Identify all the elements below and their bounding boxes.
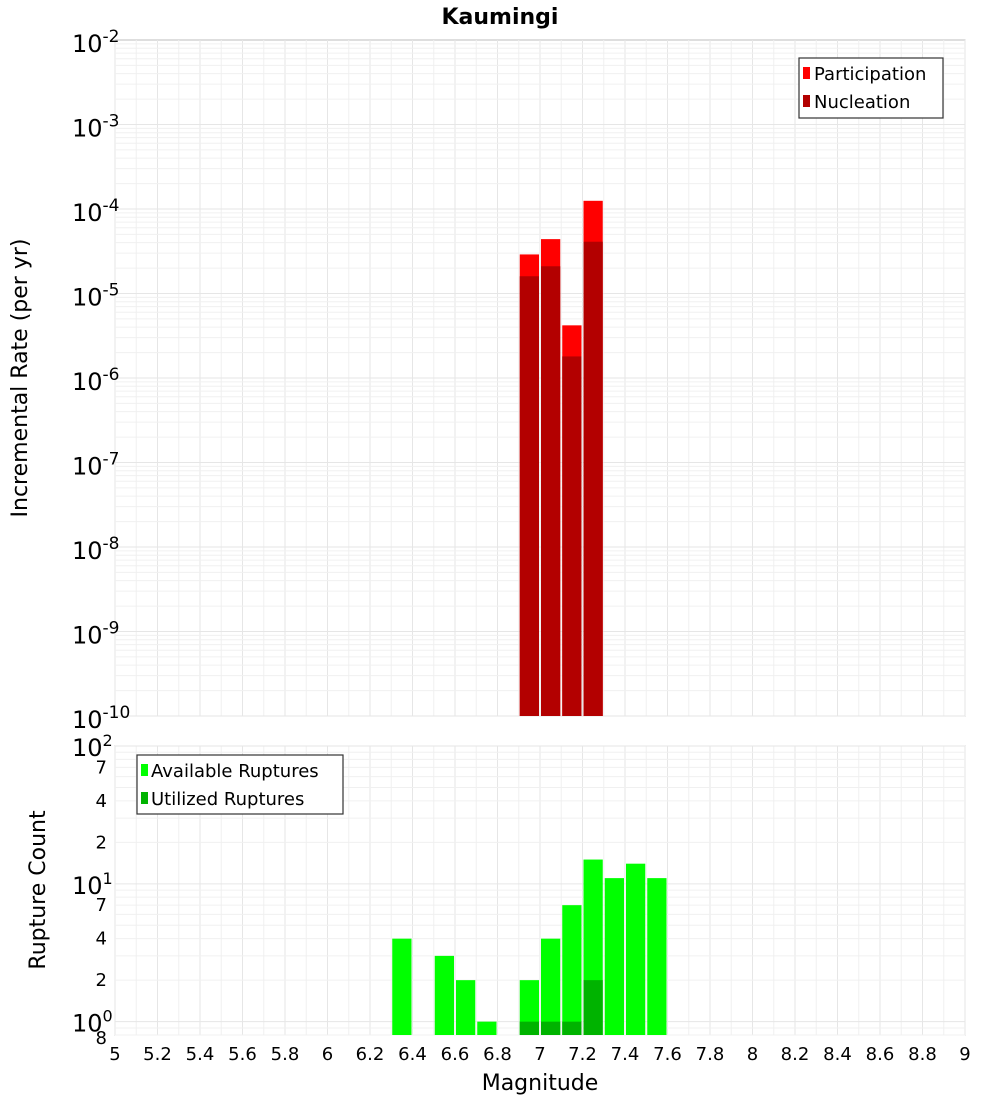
bottom-legend-box	[136, 754, 344, 815]
top-y-tick-label: 10-6	[72, 365, 120, 396]
top-y-tick-label: 10-5	[72, 281, 120, 312]
top-panel: 10-2 10-3 10-4 10-5 10-6 10-7 10-8 10-9 10-10 In…	[8, 27, 966, 734]
x-tick-label: 5	[109, 1044, 120, 1065]
x-tick-label: 9	[959, 1044, 970, 1065]
legend-label-available: Available Ruptures	[151, 761, 319, 782]
top-bars	[519, 200, 603, 717]
utilized-ruptures-bar	[519, 1021, 539, 1035]
x-tick-label: 8.8	[908, 1044, 937, 1065]
bottom-y-major-tick-label: 100	[72, 1007, 113, 1038]
top-legend: Participation Nucleation	[798, 57, 944, 119]
legend-label-participation: Participation	[814, 64, 926, 85]
bottom-legend: Available Ruptures Utilized Ruptures	[136, 754, 344, 815]
utilized-ruptures-bar	[562, 1021, 582, 1035]
available-ruptures-bar	[456, 980, 476, 1035]
bottom-y-major-tick-label: 101	[72, 869, 113, 900]
bottom-y-axis-title: Rupture Count	[26, 810, 51, 970]
bottom-y-major-tick-label: 102	[72, 731, 113, 762]
legend-swatch-available	[141, 764, 148, 776]
bottom-y-tick-label: 7	[96, 895, 107, 916]
top-y-tick-label: 10-8	[72, 534, 120, 565]
utilized-ruptures-bar	[583, 980, 603, 1035]
top-y-tick-label: 10-10	[72, 703, 130, 734]
available-ruptures-bar	[519, 980, 539, 1035]
nucleation-bar	[541, 266, 561, 716]
x-ticks: 5 5.2 5.4 5.6 5.8 6 6.2 6.4 6.6 6.8 7 7.2 7.4 7.6 7.8 8…	[109, 1044, 970, 1065]
top-y-tick-label: 10-9	[72, 619, 120, 650]
available-ruptures-bar	[604, 878, 624, 1035]
legend-swatch-participation	[803, 67, 810, 79]
top-y-tick-label: 10-3	[72, 112, 120, 143]
x-tick-label: 6.6	[441, 1044, 470, 1065]
available-ruptures-bar	[434, 955, 454, 1035]
x-tick-label: 5.6	[228, 1044, 257, 1065]
x-tick-label: 6.8	[483, 1044, 512, 1065]
x-tick-label: 6.4	[398, 1044, 427, 1065]
legend-swatch-nucleation	[803, 95, 810, 107]
bottom-y-tick-label: 4	[96, 929, 107, 950]
top-legend-box	[798, 57, 944, 119]
bottom-y-tick-label: 2	[96, 970, 107, 991]
available-ruptures-bar	[541, 938, 561, 1035]
x-tick-label: 8.6	[866, 1044, 895, 1065]
x-tick-label: 6	[322, 1044, 333, 1065]
top-y-ticks: 10-2 10-3 10-4 10-5 10-6 10-7 10-8 10-9 10-10	[72, 27, 130, 734]
top-y-tick-label: 10-7	[72, 450, 120, 481]
top-y-tick-label: 10-2	[72, 27, 120, 58]
available-ruptures-bar	[392, 938, 412, 1035]
x-tick-label: 6.2	[356, 1044, 385, 1065]
x-tick-label: 7	[534, 1044, 545, 1065]
available-ruptures-bar	[562, 905, 582, 1035]
bottom-y-tick-label: 4	[96, 791, 107, 812]
utilized-ruptures-bar	[541, 1021, 561, 1035]
x-tick-label: 8.2	[781, 1044, 810, 1065]
x-tick-label: 7.4	[611, 1044, 640, 1065]
bottom-y-tick-label: 2	[96, 832, 107, 853]
x-tick-label: 7.8	[696, 1044, 725, 1065]
nucleation-bar	[519, 276, 539, 716]
top-y-tick-label: 10-4	[72, 196, 120, 227]
bottom-panel: 102 101 100 7 4 2 7 4 2 8 5 5.2 5.4 5.6 5.8 6 6.2 6.4 6.6…	[26, 731, 971, 1096]
x-tick-label: 7.6	[653, 1044, 682, 1065]
bottom-y-tick-label: 7	[96, 757, 107, 778]
available-ruptures-bar	[626, 863, 646, 1035]
x-tick-label: 5.2	[143, 1044, 172, 1065]
nucleation-bar	[583, 241, 603, 716]
chart-title: Kaumingi	[442, 5, 559, 30]
bottom-y-ticks: 102 101 100 7 4 2 7 4 2 8	[72, 731, 113, 1049]
available-ruptures-bar	[647, 878, 667, 1035]
x-tick-label: 8	[747, 1044, 758, 1065]
x-tick-label: 7.2	[568, 1044, 597, 1065]
x-axis-title: Magnitude	[482, 1071, 599, 1096]
x-tick-label: 5.4	[186, 1044, 215, 1065]
legend-label-utilized: Utilized Ruptures	[151, 789, 304, 810]
bottom-y-tick-label: 8	[96, 1028, 107, 1049]
available-ruptures-bar	[477, 1021, 497, 1035]
bottom-grid	[114, 745, 966, 1036]
bottom-bars	[392, 859, 667, 1035]
nucleation-bar	[562, 356, 582, 716]
legend-label-nucleation: Nucleation	[814, 92, 910, 113]
top-grid	[114, 40, 966, 717]
x-tick-label: 8.4	[823, 1044, 852, 1065]
top-y-axis-title: Incremental Rate (per yr)	[8, 239, 33, 518]
x-tick-label: 5.8	[271, 1044, 300, 1065]
legend-swatch-utilized	[141, 792, 148, 804]
